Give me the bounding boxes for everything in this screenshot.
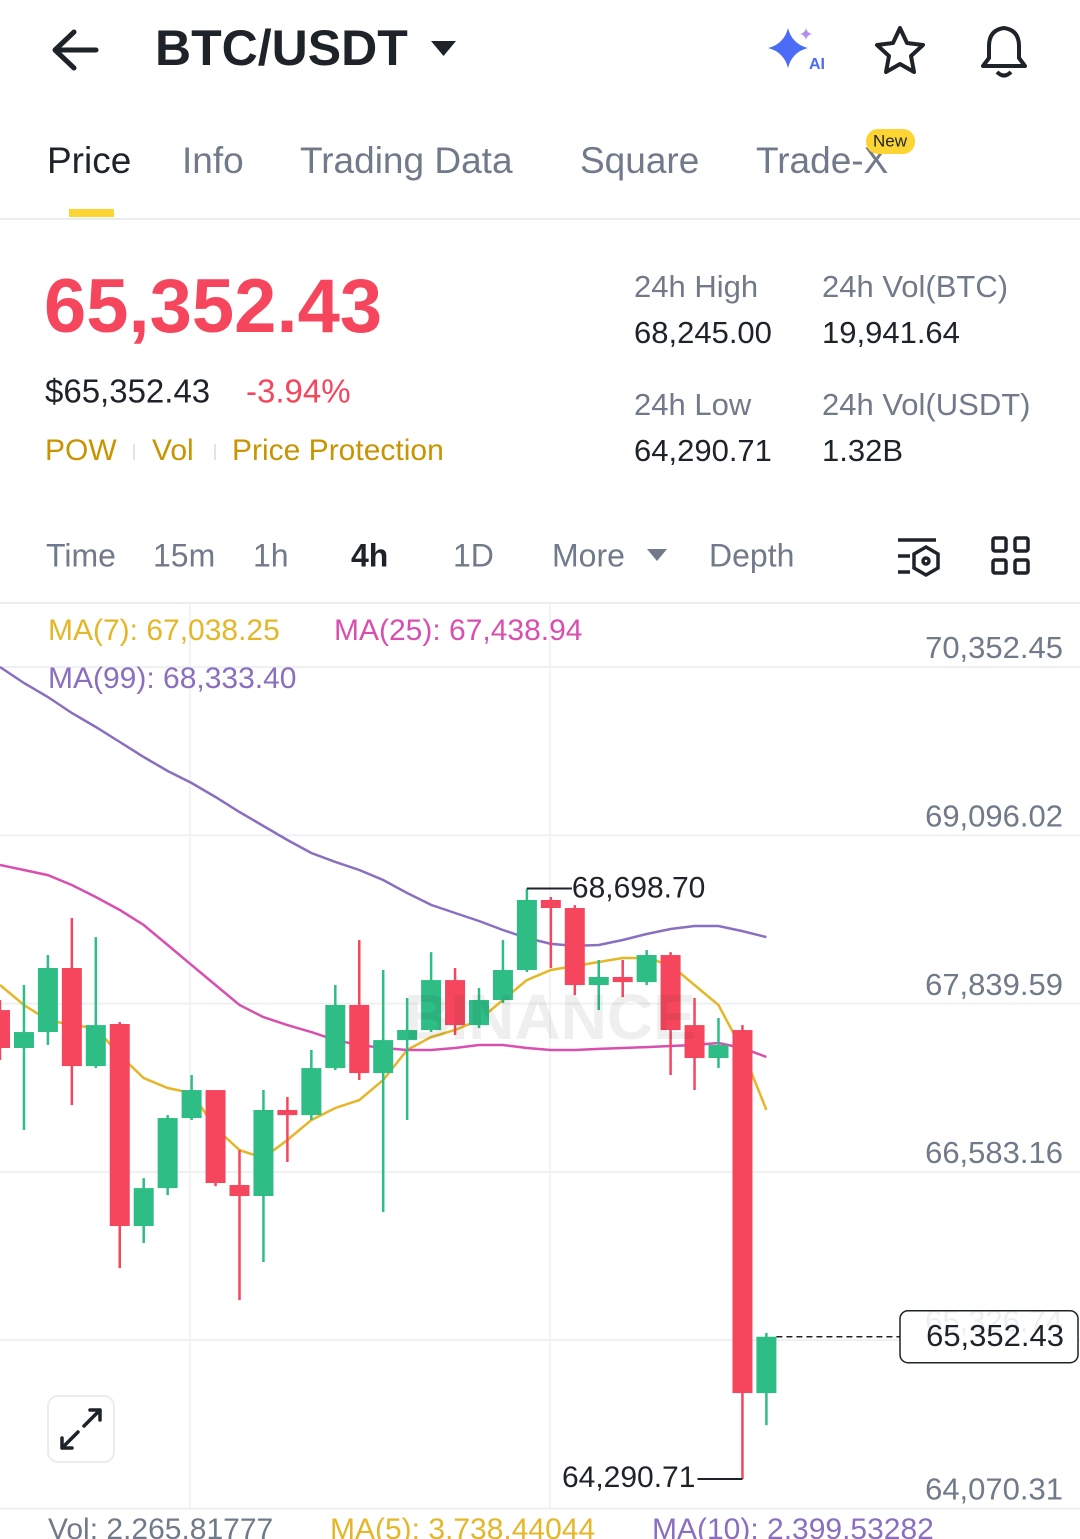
tag[interactable]: POW <box>45 434 117 467</box>
watermark: BINANCE <box>404 981 696 1053</box>
tab[interactable]: Square <box>580 140 699 181</box>
ai-button[interactable]: AI <box>768 28 825 73</box>
ma-legend: MA(25): 67,438.94 <box>334 614 582 647</box>
stat-value: 64,290.71 <box>634 433 772 468</box>
interval[interactable]: 1D <box>453 537 494 573</box>
new-badge: New <box>873 131 908 150</box>
candle-body <box>0 1010 10 1048</box>
interval[interactable]: Depth <box>709 537 794 573</box>
ma-line <box>0 665 767 948</box>
candle-body <box>13 1032 34 1048</box>
candle-body <box>61 968 82 1067</box>
candle-body <box>109 1024 130 1227</box>
y-tick-label: 66,583.16 <box>925 1135 1063 1170</box>
notification-bell[interactable] <box>981 26 1027 78</box>
candle-body <box>37 968 58 1033</box>
volume-legend: MA(10): 2,399.53282 <box>652 1513 934 1539</box>
candle-body <box>445 980 466 1026</box>
candle-body <box>181 1090 202 1119</box>
more-dropdown[interactable] <box>647 549 667 561</box>
candlestick-chart: 70,352.45 69,096.02 67,839.59 66,583.16 65,3… <box>0 630 1080 1510</box>
tag[interactable]: Vol <box>152 434 194 467</box>
stat-label: 24h Vol(USDT) <box>822 387 1030 422</box>
y-tick-label: 70,352.45 <box>925 630 1063 665</box>
y-tick-label: 67,839.59 <box>925 967 1063 1002</box>
layout-grid[interactable] <box>991 536 1030 575</box>
stat-value: 68,245.00 <box>634 315 772 350</box>
candle-body <box>756 1336 777 1394</box>
stat-value: 1.32B <box>822 433 903 468</box>
candle-body <box>564 908 585 986</box>
candle-body <box>373 1040 394 1074</box>
volume-legend: Vol: 2,265.81777 <box>48 1513 273 1539</box>
tab[interactable]: Trade-X <box>756 140 888 181</box>
candle-body <box>349 1004 370 1074</box>
tag[interactable]: Price Protection <box>232 434 444 467</box>
tab-active[interactable]: Price <box>47 140 131 181</box>
tab-indicator <box>69 209 114 217</box>
ma-legend: MA(99): 68,333.40 <box>48 662 296 695</box>
interval-active[interactable]: 4h <box>351 537 388 573</box>
candle-body <box>421 980 442 1031</box>
last-price-label: 65,352.43 <box>926 1318 1064 1353</box>
last-price: 65,352.43 <box>44 264 382 349</box>
last-price-box <box>899 1309 1079 1364</box>
price-change: -3.94% <box>246 373 351 410</box>
candle-body <box>516 899 537 971</box>
candle-body <box>469 1000 489 1026</box>
candle-body <box>660 955 681 1031</box>
volume-legend: MA(5): 3,738.44044 <box>330 1513 595 1539</box>
back-button[interactable] <box>52 29 99 71</box>
candle-body <box>636 955 657 983</box>
ma-legend: MA(7): 67,038.25 <box>48 614 280 647</box>
indicator-settings[interactable] <box>898 538 940 578</box>
usd-price: $65,352.43 <box>45 373 210 410</box>
candle-body <box>301 1068 322 1116</box>
badge-bg <box>866 129 915 154</box>
y-tick-label: 64,070.31 <box>925 1472 1063 1507</box>
candle-body <box>684 1025 705 1059</box>
stat-label: 24h Low <box>634 387 752 422</box>
interval[interactable]: 1h <box>253 537 289 573</box>
pair-dropdown[interactable] <box>431 41 456 56</box>
stat-label: 24h Vol(BTC) <box>822 269 1008 304</box>
candle-body <box>229 1185 250 1197</box>
candle-body <box>588 976 609 986</box>
svg-text:AI: AI <box>809 56 825 73</box>
candle-body <box>397 1030 418 1041</box>
interval[interactable]: Time <box>46 537 116 573</box>
tab[interactable]: Trading Data <box>300 140 513 181</box>
candle-body <box>732 1030 753 1394</box>
low-annotation: 64,290.71 <box>562 1461 695 1494</box>
candle-body <box>253 1110 274 1197</box>
stat-label: 24h High <box>634 269 758 304</box>
candle-body <box>133 1188 154 1227</box>
pair-title[interactable]: BTC/USDT <box>155 20 408 76</box>
candle-body <box>612 976 633 983</box>
fullscreen-button[interactable] <box>47 1395 115 1463</box>
tab[interactable]: Info <box>182 140 244 181</box>
stat-value: 19,941.64 <box>822 315 960 350</box>
interval[interactable]: More <box>552 537 625 573</box>
candle-body <box>540 899 561 909</box>
y-tick-label: 69,096.02 <box>925 798 1063 833</box>
candle-body <box>325 1004 346 1069</box>
candle-body <box>205 1090 226 1184</box>
interval[interactable]: 15m <box>153 537 215 573</box>
candle-body <box>157 1118 178 1189</box>
favorite-star[interactable] <box>875 26 925 74</box>
high-annotation: 68,698.70 <box>572 871 705 904</box>
candle-body <box>277 1110 298 1116</box>
candle-body <box>492 970 513 1001</box>
candle-body <box>85 1025 106 1067</box>
candle-body <box>708 1045 729 1059</box>
